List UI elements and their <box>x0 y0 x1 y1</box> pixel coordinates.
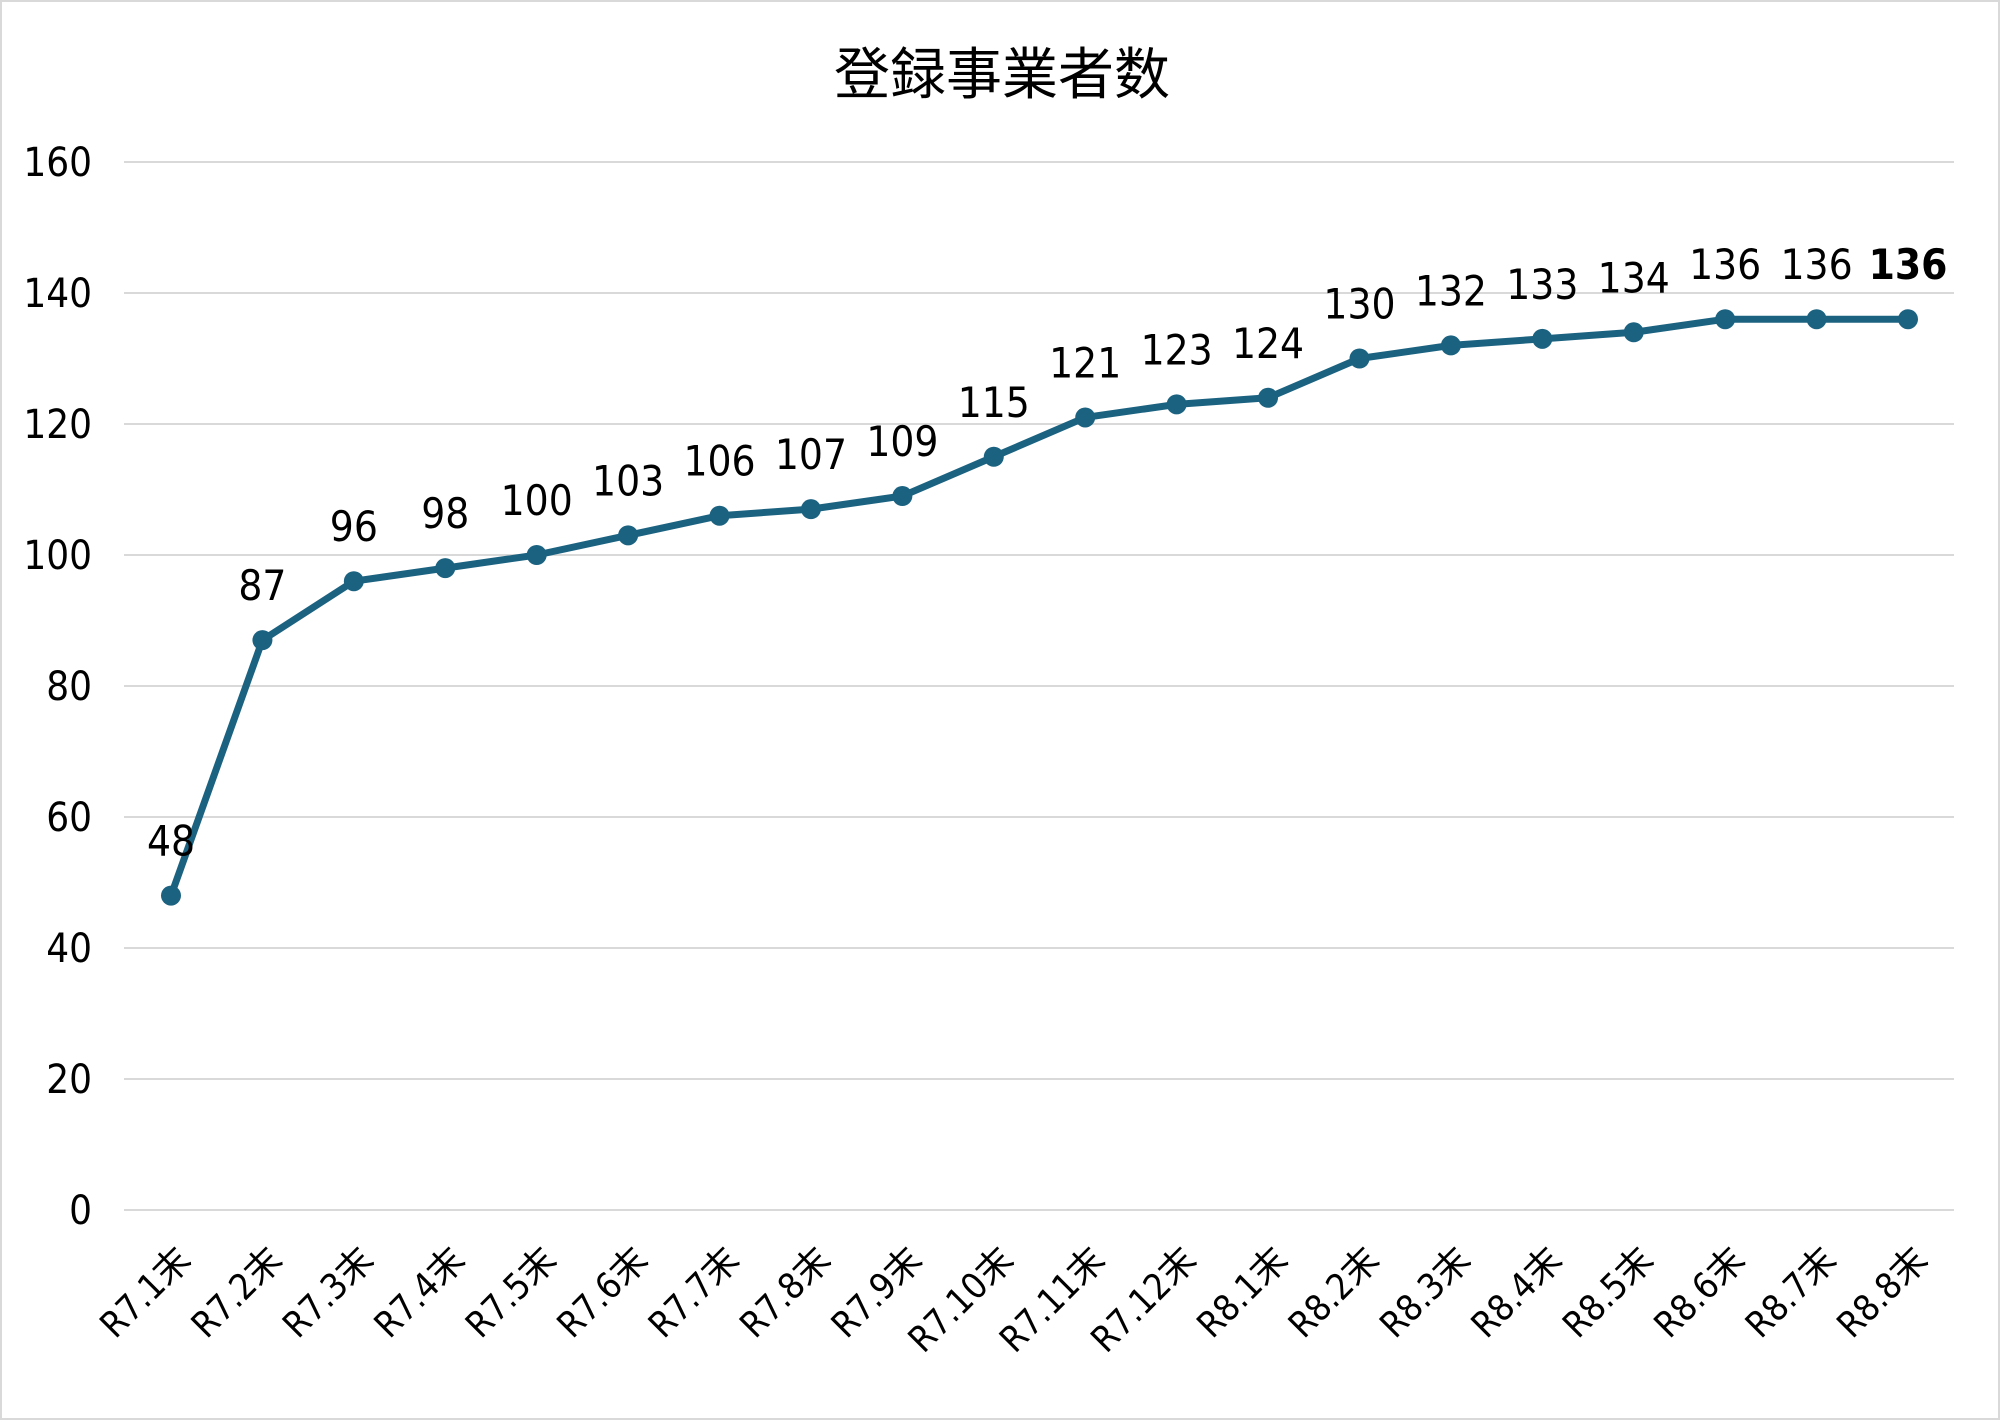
data-label: 106 <box>683 437 755 486</box>
y-axis-ticks: 0 20 40 60 80 100 120 140 160 <box>23 140 92 1234</box>
data-label: 132 <box>1415 266 1487 315</box>
data-label: 115 <box>958 378 1030 427</box>
data-label: 134 <box>1598 253 1670 302</box>
data-point <box>1258 387 1279 408</box>
x-tick-label: R7.7末 <box>641 1239 748 1346</box>
x-tick-label: R8.1末 <box>1190 1239 1297 1346</box>
data-point <box>709 505 730 526</box>
data-point <box>1806 309 1827 330</box>
data-point <box>1532 328 1553 349</box>
x-tick-label: R7.2末 <box>184 1239 291 1346</box>
y-tick-label: 60 <box>46 795 92 841</box>
x-tick-label: R7.1末 <box>93 1239 200 1346</box>
gridlines <box>124 161 1954 1211</box>
data-label: 133 <box>1506 260 1578 309</box>
data-point <box>983 446 1004 467</box>
data-point <box>1715 309 1736 330</box>
data-label: 103 <box>592 456 664 505</box>
y-tick-label: 120 <box>23 402 92 448</box>
x-tick-label: R7.3末 <box>275 1239 382 1346</box>
data-points <box>161 309 1918 906</box>
x-tick-label: R8.5末 <box>1555 1239 1662 1346</box>
data-label: 96 <box>330 502 378 551</box>
data-label: 123 <box>1141 325 1213 374</box>
data-point <box>618 525 639 546</box>
data-label: 121 <box>1049 338 1121 387</box>
y-tick-label: 100 <box>23 533 92 579</box>
data-point <box>1623 322 1644 343</box>
data-point <box>800 499 821 520</box>
series-line <box>167 315 1912 900</box>
x-tick-label: R8.8末 <box>1830 1239 1937 1346</box>
data-point <box>435 558 456 579</box>
y-tick-label: 160 <box>23 140 92 186</box>
data-labels: 48 87 96 98 100 103 106 107 109 115 121 123 124 130 13… <box>147 240 1947 865</box>
y-tick-label: 0 <box>69 1188 92 1234</box>
data-point <box>1440 335 1461 356</box>
x-tick-label: R7.8末 <box>733 1239 840 1346</box>
data-point <box>1898 309 1918 330</box>
x-tick-label: R7.5末 <box>458 1239 565 1346</box>
data-label: 98 <box>421 489 469 538</box>
y-tick-label: 40 <box>46 926 92 972</box>
x-tick-label: R7.4末 <box>367 1239 474 1346</box>
data-label: 100 <box>501 476 573 525</box>
x-tick-label: R8.3末 <box>1372 1239 1479 1346</box>
data-label: 124 <box>1232 319 1304 368</box>
x-tick-label: R8.6末 <box>1647 1239 1754 1346</box>
x-tick-label: R8.4末 <box>1464 1239 1571 1346</box>
x-tick-label: R7.6末 <box>550 1239 657 1346</box>
data-label: 136 <box>1869 240 1948 289</box>
data-label: 130 <box>1323 280 1395 329</box>
data-point <box>343 571 364 592</box>
data-point <box>1349 348 1370 369</box>
data-label: 48 <box>147 817 195 866</box>
x-tick-label: R8.2末 <box>1281 1239 1388 1346</box>
y-tick-label: 20 <box>46 1057 92 1103</box>
data-label: 87 <box>238 561 286 610</box>
x-tick-label: R8.7末 <box>1738 1239 1845 1346</box>
data-point <box>161 885 181 906</box>
y-tick-label: 80 <box>46 664 92 710</box>
chart-title: 登録事業者数 <box>834 43 1170 108</box>
data-point <box>526 545 547 565</box>
data-label: 136 <box>1781 240 1853 289</box>
data-point <box>1075 407 1096 428</box>
x-axis-ticks: R7.1末R7.2末R7.3末R7.4末R7.5末R7.6末R7.7末R7.8末… <box>93 1239 1937 1360</box>
y-tick-label: 140 <box>23 271 92 317</box>
data-point <box>1166 394 1187 415</box>
series-line-layer <box>167 315 1912 900</box>
data-label: 136 <box>1689 240 1761 289</box>
data-point <box>892 486 913 507</box>
data-label: 107 <box>775 430 847 479</box>
data-label: 109 <box>866 417 938 466</box>
data-point <box>252 630 273 651</box>
